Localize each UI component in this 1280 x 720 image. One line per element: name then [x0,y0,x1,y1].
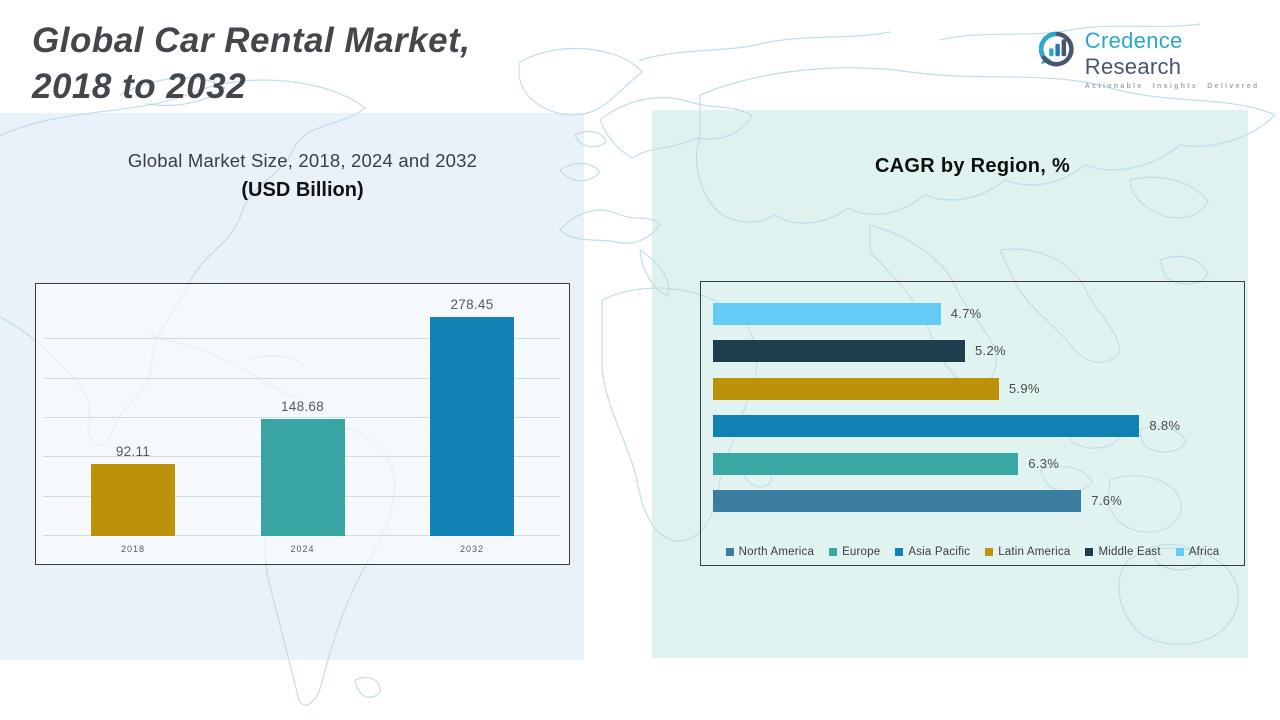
bar-africa [713,303,941,325]
bar-value-label: 278.45 [450,296,494,312]
legend-label: North America [738,546,815,558]
legend-swatch [725,548,734,556]
bar-value-label: 7.6% [1091,493,1123,508]
bar-value-label: 148.68 [280,398,325,414]
legend-item-africa: Africa [1175,546,1220,558]
market-size-chart-header: Global Market Size, 2018, 2024 and 2032 … [35,150,570,202]
bar-2018 [91,463,175,536]
cagr-chart-title: CAGR by Region, % [874,155,1071,177]
bar-latin-america [713,377,999,400]
cagr-row-middle-east: 5.2% [713,340,1246,363]
legend-item-europe: Europe [829,546,880,558]
legend-label: Middle East [1098,546,1161,558]
legend-label: Europe [842,546,881,558]
cagr-row-latin-america: 5.9% [713,377,1246,400]
legend-label: Latin America [998,546,1071,558]
cagr-chart: 4.7% 5.2% 5.9% 8.8% 6.3% 7.6% North America Eu… [700,281,1245,566]
axis-label-2024: 2024 [290,544,315,554]
legend-label: Asia Pacific [908,546,971,558]
cagr-row-africa: 4.7% [713,303,1246,325]
bar-asia-pacific [713,415,1140,438]
legend-item-asia-pacific: Asia Pacific [895,546,970,558]
bar-middle-east [713,340,965,363]
legend-label: Africa [1188,546,1220,558]
bar-value-label: 4.7% [950,306,982,321]
legend-item-north-america: North America [725,546,815,558]
bar-value-label: 92.11 [115,443,151,459]
credence-research-logo: Credence Research Actionable Insights De… [1034,28,1280,90]
cagr-row-north-america: 7.6% [713,490,1246,512]
bar-chart-speech-bubble-icon [1038,31,1074,67]
legend-swatch [895,548,904,556]
page-title-line1: Global Car Rental Market, [32,21,471,60]
bar-value-label: 8.8% [1149,418,1181,434]
market-size-chart-subtitle: (USD Billion) [241,179,364,201]
market-size-plot: 92.11 148.68 278.45 [36,284,569,536]
legend-swatch [1175,548,1184,556]
bar-column-2018: 92.11 [91,284,175,536]
market-size-chart-title: Global Market Size, 2018, 2024 and 2032 [127,150,478,171]
legend-item-middle-east: Middle East [1085,546,1161,558]
legend-swatch [1085,548,1094,556]
bar-column-2032: 278.45 [430,284,514,536]
logo-text: Credence Research Actionable Insights De… [1085,28,1280,90]
legend-swatch [829,548,838,556]
bar-value-label: 5.2% [975,343,1006,359]
cagr-row-europe: 6.3% [713,452,1246,475]
brand-name-primary: Credence [1084,28,1183,53]
axis-label-2032: 2032 [459,544,485,554]
axis-label-2018: 2018 [120,544,146,554]
bar-north-america [713,490,1082,512]
brand-name-secondary: Research [1084,54,1182,79]
market-size-chart: 92.11 148.68 278.45 2018 2024 2032 [35,283,570,565]
page-title: Global Car Rental Market, 2018 to 2032 [32,18,652,110]
logo-tagline: Actionable Insights Delivered [1084,83,1260,90]
brand-name: Credence Research [1085,28,1280,80]
legend-item-latin-america: Latin America [985,546,1070,558]
page-title-line2: 2018 to 2032 [32,67,247,106]
cagr-legend: North America Europe Asia Pacific Latin Ame… [701,546,1244,558]
bar-value-label: 5.9% [1008,380,1040,396]
bar-column-2024: 148.68 [260,284,345,536]
bar-2032 [430,316,514,536]
legend-swatch [985,548,994,556]
market-size-axis: 2018 2024 2032 [36,534,569,564]
cagr-chart-header: CAGR by Region, % [700,155,1245,178]
bar-columns: 92.11 148.68 278.45 [36,284,569,536]
bar-europe [713,452,1019,475]
cagr-row-asia-pacific: 8.8% [713,415,1246,438]
bar-2024 [260,418,345,536]
bar-value-label: 6.3% [1028,455,1060,471]
